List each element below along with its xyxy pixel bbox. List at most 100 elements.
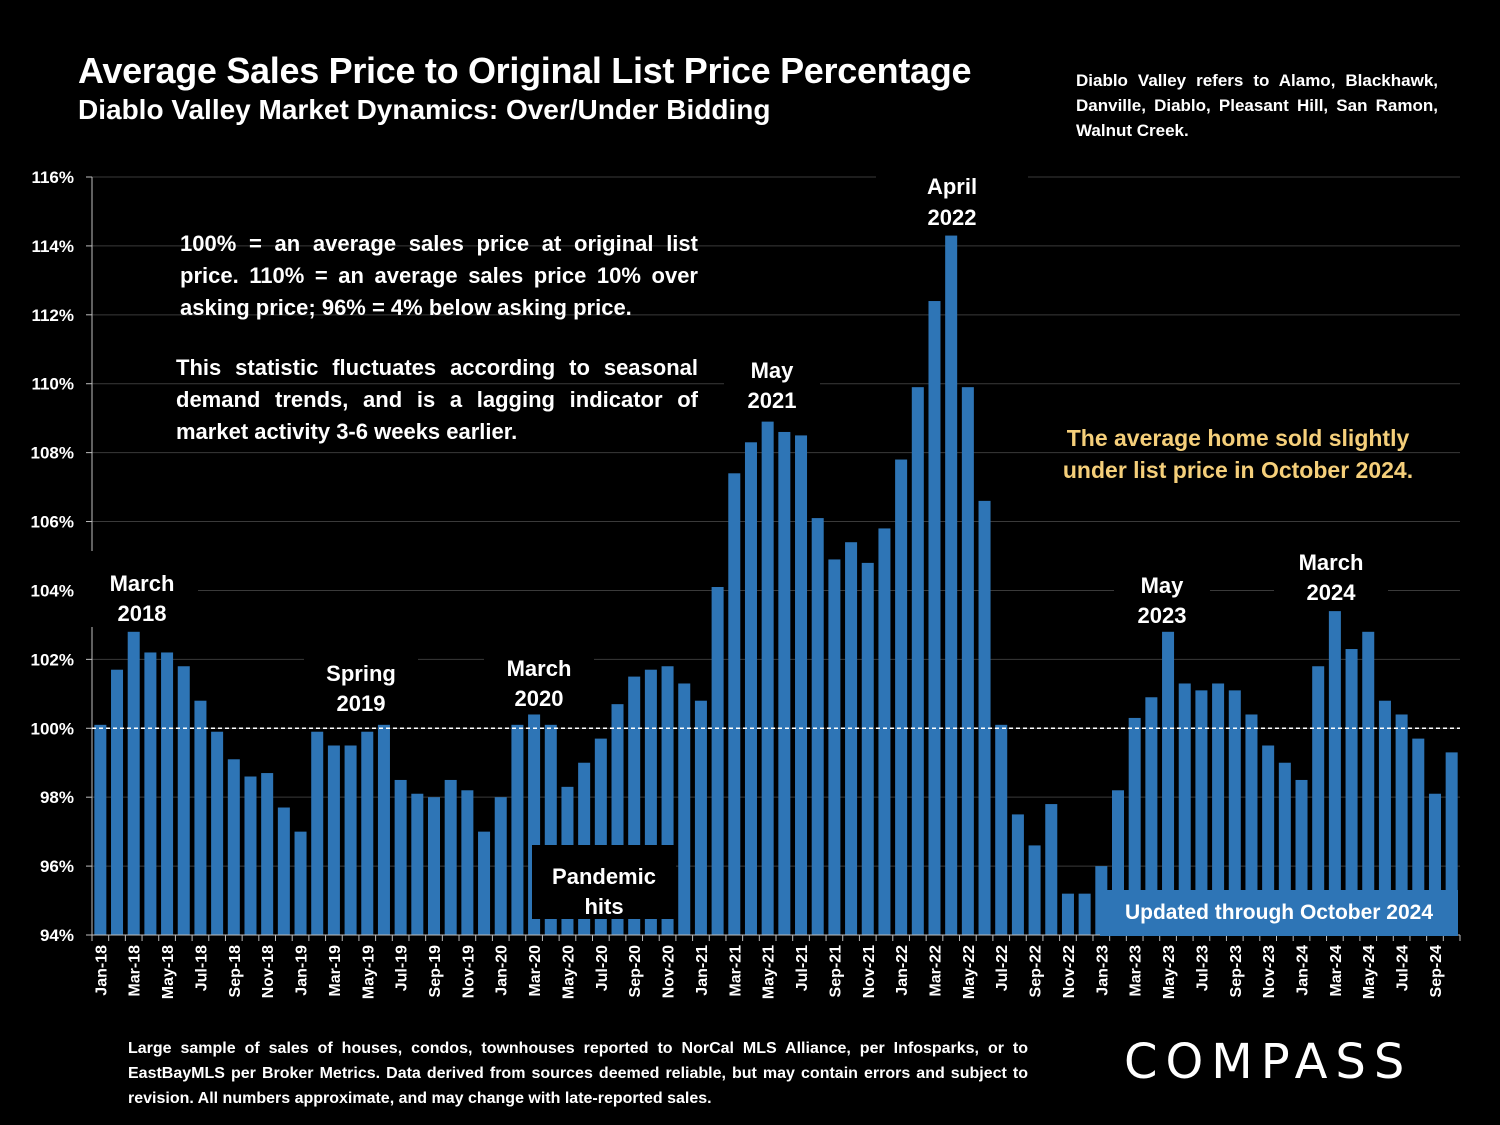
x-tick-label: Nov-21: [861, 945, 878, 998]
bar: [1145, 697, 1158, 935]
x-tick-label: Jul-21: [794, 945, 811, 991]
bar: [427, 797, 441, 935]
x-tick-label: Sep-20: [627, 945, 644, 998]
bar: [761, 421, 774, 935]
bar: [461, 790, 474, 935]
y-tick-label: 96%: [40, 857, 74, 876]
bar: [1445, 752, 1458, 935]
x-tick-label: Jul-19: [394, 945, 411, 991]
x-tick-label: Nov-18: [260, 945, 277, 998]
x-tick-label: Mar-19: [327, 945, 344, 997]
chart-title: Average Sales Price to Original List Pri…: [78, 50, 972, 91]
annotation-label: April: [927, 174, 977, 199]
bar: [277, 807, 290, 935]
bar: [1028, 845, 1041, 935]
bar: [227, 759, 240, 935]
explanation-text-1: 100% = an average sales price at origina…: [180, 231, 698, 320]
bar: [995, 724, 1008, 935]
bar: [1162, 631, 1175, 935]
bar: [1078, 893, 1091, 935]
annotation-box: [484, 636, 594, 712]
bar: [127, 631, 140, 935]
bar: [961, 387, 974, 935]
bar: [361, 731, 374, 935]
x-tick-label: Nov-23: [1261, 945, 1278, 998]
bar: [878, 528, 891, 935]
x-tick-label: Jul-23: [1194, 945, 1211, 991]
annotation-label: 2022: [928, 205, 977, 230]
x-axis: Jan-18 Mar-18 May-18 Jul-18 Sep-18 Nov-18 Jan-…: [91, 934, 1461, 999]
bar: [394, 779, 407, 935]
y-tick-label: 94%: [40, 926, 74, 945]
region-note: Diablo Valley refers to Alamo, Blackhawk…: [1076, 71, 1438, 140]
annotation-label: Pandemic: [552, 864, 656, 889]
bar-series: [94, 235, 1458, 935]
x-tick-label: May-20: [560, 945, 577, 999]
bar: [978, 500, 991, 935]
x-tick-label: Nov-20: [661, 945, 678, 998]
bar: [211, 731, 224, 935]
x-tick-label: Jul-20: [594, 945, 611, 991]
bar: [1195, 690, 1208, 935]
bar: [778, 431, 791, 935]
bar: [744, 442, 757, 935]
x-tick-label: Sep-21: [827, 945, 844, 998]
x-tick-label: Jul-22: [994, 945, 1011, 991]
bar: [94, 724, 107, 935]
annotation-label: 2023: [1138, 603, 1187, 628]
y-tick-label: 116%: [31, 168, 74, 187]
x-tick-label: Jan-18: [93, 945, 110, 996]
bar: [244, 776, 257, 935]
bar: [945, 235, 958, 935]
x-tick-label: May-18: [160, 945, 177, 999]
y-tick-label: 108%: [31, 444, 74, 463]
annotation-label: 2018: [118, 601, 167, 626]
x-tick-label: Mar-21: [727, 945, 744, 997]
x-tick-label: May-21: [761, 945, 778, 999]
bar: [678, 683, 691, 935]
bar: [111, 669, 124, 935]
compass-logo: COMPASS: [1124, 1034, 1413, 1090]
bar: [294, 831, 307, 935]
bar: [1345, 649, 1358, 935]
bar: [511, 724, 524, 935]
bar: [261, 773, 274, 935]
annotation-label: Spring: [326, 661, 396, 686]
bar: [1362, 631, 1375, 935]
x-tick-label: Sep-23: [1228, 945, 1245, 998]
annotation-box: [1114, 555, 1210, 629]
y-tick-label: 112%: [31, 306, 74, 325]
x-tick-label: May-23: [1161, 945, 1178, 999]
x-tick-label: Mar-24: [1328, 945, 1345, 997]
y-tick-label: 104%: [31, 581, 74, 600]
chart-subtitle: Diablo Valley Market Dynamics: Over/Unde…: [78, 94, 771, 125]
bar: [161, 652, 174, 935]
explanation-text-2: This statistic fluctuates according to s…: [176, 355, 698, 444]
y-tick-label: 114%: [31, 237, 74, 256]
bar: [327, 745, 340, 935]
annotation-box: [724, 339, 820, 413]
annotation-label: 2019: [337, 691, 386, 716]
bar: [377, 724, 390, 935]
annotation-box: [304, 642, 418, 716]
bar: [494, 797, 507, 935]
bar: [1378, 700, 1391, 935]
x-tick-label: May-19: [360, 945, 377, 999]
annotation-box: [532, 845, 676, 919]
x-tick-label: Nov-19: [460, 945, 477, 998]
bar: [694, 700, 707, 935]
bar: [444, 779, 457, 935]
x-tick-label: Mar-20: [527, 945, 544, 997]
x-tick-label: Mar-22: [927, 945, 944, 997]
bar: [1228, 690, 1241, 935]
y-tick-label: 106%: [31, 513, 74, 532]
bar: [828, 559, 841, 935]
x-tick-label: Nov-22: [1061, 945, 1078, 998]
bar: [1061, 893, 1074, 935]
x-tick-label: Jan-22: [894, 945, 911, 996]
annotation-label: 2024: [1307, 580, 1357, 605]
annotation-label: 2021: [748, 388, 797, 413]
bar: [311, 731, 324, 935]
annotation-box: [1274, 531, 1388, 605]
